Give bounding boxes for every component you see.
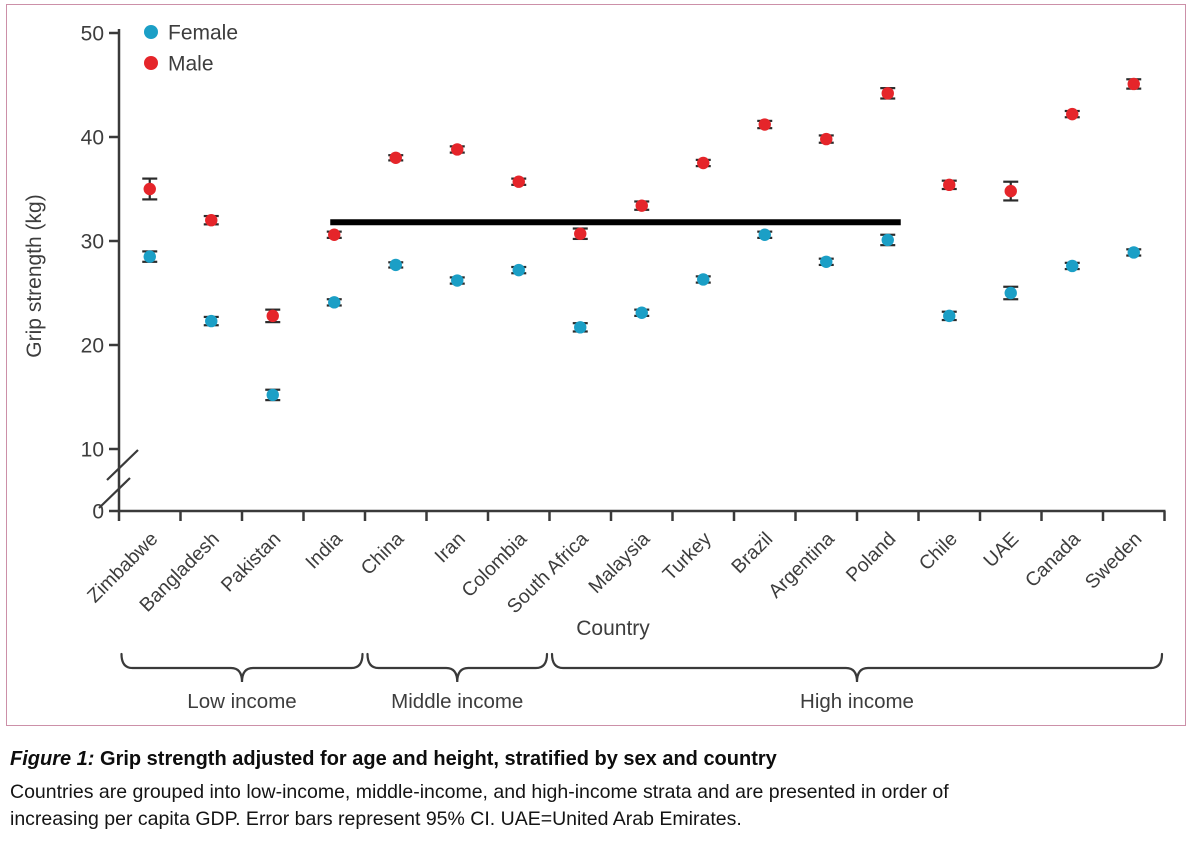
point-male-iran bbox=[451, 143, 464, 156]
point-male-pakistan bbox=[266, 309, 279, 323]
legend-marker-male bbox=[144, 56, 158, 70]
point-male-chile bbox=[943, 178, 956, 192]
point-female-canada bbox=[1066, 259, 1079, 273]
legend-marker-female bbox=[144, 25, 158, 39]
point-female-malaysia bbox=[635, 306, 648, 319]
x-category-label: Brazil bbox=[727, 528, 777, 578]
income-group-label: High income bbox=[800, 690, 914, 713]
x-category-label: Iran bbox=[430, 528, 469, 567]
x-category-label: Argentina bbox=[764, 528, 839, 603]
y-tick-label: 0 bbox=[92, 501, 104, 524]
x-category-label: Turkey bbox=[659, 528, 716, 585]
point-female-sweden bbox=[1127, 246, 1140, 259]
point-female-bangladesh bbox=[205, 314, 218, 328]
income-group-brace bbox=[366, 652, 549, 683]
x-category-label: Poland bbox=[842, 528, 900, 586]
point-male-zimbabwe bbox=[143, 182, 156, 196]
point-male-brazil bbox=[758, 118, 771, 131]
y-tick-label: 50 bbox=[81, 23, 104, 46]
x-axis-title: Country bbox=[576, 617, 650, 640]
point-male-uae bbox=[1004, 184, 1017, 198]
income-group-label: Middle income bbox=[391, 690, 523, 713]
point-female-turkey bbox=[697, 273, 710, 286]
axis-break-mark bbox=[106, 449, 139, 481]
x-category-label: Canada bbox=[1021, 528, 1085, 592]
point-male-colombia bbox=[512, 175, 525, 188]
x-category-label: Pakistan bbox=[217, 528, 285, 596]
point-male-canada bbox=[1066, 107, 1079, 121]
point-male-bangladesh bbox=[205, 214, 218, 227]
point-female-colombia bbox=[512, 263, 525, 277]
point-male-sweden bbox=[1127, 77, 1140, 91]
point-female-uae bbox=[1004, 286, 1017, 300]
point-male-india bbox=[328, 228, 341, 241]
point-male-malaysia bbox=[635, 199, 648, 212]
caption-title: Figure 1: Grip strength adjusted for age… bbox=[10, 746, 1190, 772]
x-category-label: Malaysia bbox=[584, 528, 654, 598]
income-group-label: Low income bbox=[187, 690, 296, 713]
point-female-brazil bbox=[758, 228, 771, 241]
y-tick-label: 30 bbox=[81, 231, 104, 254]
income-group-brace bbox=[120, 652, 364, 683]
point-male-south-africa bbox=[574, 227, 587, 240]
figure-panel: 50 40 30 20 10 0 Zimbabwe Bangladesh Pakistan Ind… bbox=[6, 4, 1186, 726]
point-female-south-africa bbox=[574, 321, 587, 334]
point-female-zimbabwe bbox=[143, 250, 156, 263]
point-female-argentina bbox=[820, 255, 833, 268]
x-category-label: Chile bbox=[915, 528, 962, 575]
point-female-iran bbox=[451, 274, 464, 287]
point-female-india bbox=[328, 296, 341, 309]
caption-title-text: Grip strength adjusted for age and heigh… bbox=[94, 748, 777, 770]
point-male-poland bbox=[881, 87, 894, 100]
point-female-poland bbox=[881, 233, 894, 247]
point-male-china bbox=[389, 151, 402, 164]
point-female-china bbox=[389, 258, 402, 272]
caption-body-line-1: Countries are grouped into low-income, m… bbox=[10, 781, 949, 803]
point-male-argentina bbox=[820, 132, 833, 146]
x-category-label: Sweden bbox=[1081, 528, 1146, 593]
point-female-chile bbox=[943, 309, 956, 323]
y-axis-title: Grip strength (kg) bbox=[23, 194, 46, 357]
y-tick-label: 40 bbox=[81, 127, 104, 150]
x-category-label: China bbox=[357, 528, 409, 580]
legend-label-female: Female bbox=[168, 22, 238, 45]
point-male-turkey bbox=[697, 156, 710, 170]
caption-body-line-2: increasing per capita GDP. Error bars re… bbox=[10, 808, 742, 830]
y-tick-label: 20 bbox=[81, 335, 104, 358]
caption-figure-label: Figure 1: bbox=[10, 748, 95, 770]
point-female-pakistan bbox=[266, 388, 279, 402]
axis-break-mark bbox=[98, 477, 131, 509]
x-category-label: UAE bbox=[979, 528, 1023, 572]
legend-label-male: Male bbox=[168, 53, 214, 76]
y-tick-label: 10 bbox=[81, 439, 104, 462]
x-category-label: India bbox=[301, 528, 347, 574]
figure-caption: Figure 1: Grip strength adjusted for age… bbox=[10, 746, 1190, 833]
income-group-brace bbox=[550, 652, 1164, 683]
